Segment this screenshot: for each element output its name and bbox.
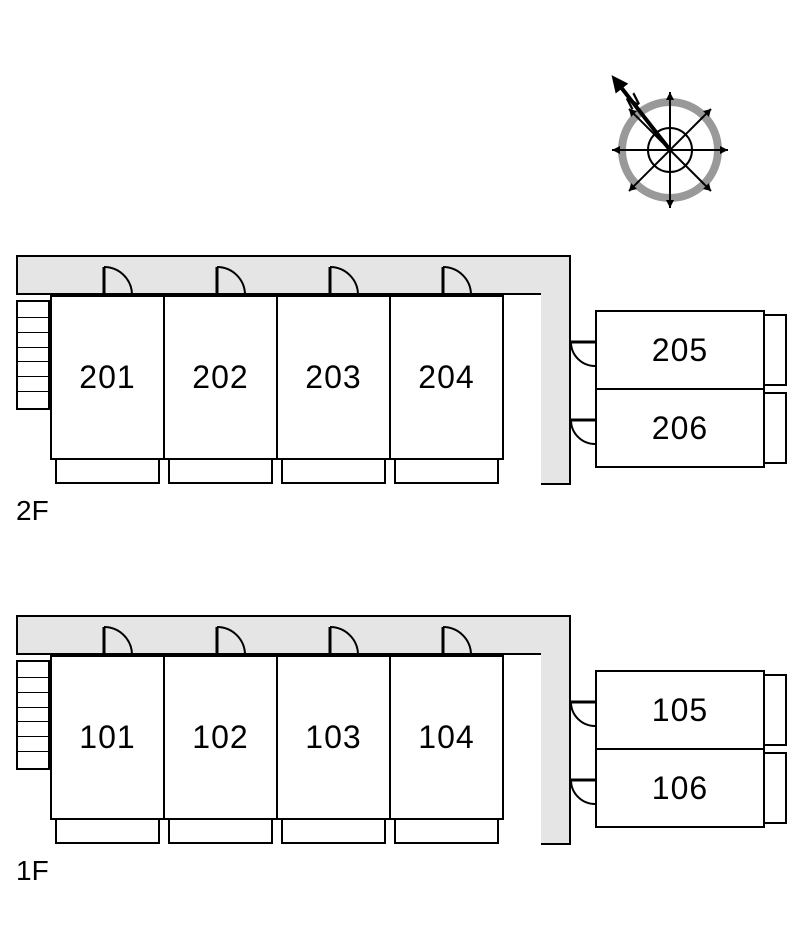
room-label: 102 — [192, 719, 248, 756]
room-204: 204 — [389, 295, 504, 460]
room-label: 205 — [652, 332, 708, 369]
room-102: 102 — [163, 655, 278, 820]
door-icon — [439, 258, 479, 296]
balcony — [763, 314, 787, 386]
balcony — [55, 458, 160, 484]
room-label: 105 — [652, 692, 708, 729]
room-103: 103 — [276, 655, 391, 820]
room-label: 106 — [652, 770, 708, 807]
room-206: 206 — [595, 388, 765, 468]
door-icon — [562, 338, 598, 374]
door-icon — [100, 618, 140, 656]
room-205: 205 — [595, 310, 765, 390]
room-label: 104 — [418, 719, 474, 756]
compass-icon: N — [590, 70, 750, 230]
door-icon — [213, 258, 253, 296]
door-icon — [100, 258, 140, 296]
room-106: 106 — [595, 748, 765, 828]
balcony — [281, 458, 386, 484]
room-label: 203 — [305, 359, 361, 396]
room-label: 103 — [305, 719, 361, 756]
balcony — [763, 674, 787, 746]
balcony — [281, 818, 386, 844]
room-101: 101 — [50, 655, 165, 820]
balcony — [763, 392, 787, 464]
door-icon — [439, 618, 479, 656]
room-201: 201 — [50, 295, 165, 460]
balcony — [763, 752, 787, 824]
balcony — [394, 818, 499, 844]
room-105: 105 — [595, 670, 765, 750]
stairs-2f — [16, 300, 50, 410]
balcony — [168, 818, 273, 844]
room-label: 202 — [192, 359, 248, 396]
door-icon — [562, 416, 598, 452]
room-label: 201 — [79, 359, 135, 396]
room-label: 206 — [652, 410, 708, 447]
door-icon — [562, 698, 598, 734]
room-203: 203 — [276, 295, 391, 460]
balcony — [168, 458, 273, 484]
room-label: 101 — [79, 719, 135, 756]
room-104: 104 — [389, 655, 504, 820]
door-icon — [326, 618, 366, 656]
balcony — [55, 818, 160, 844]
door-icon — [213, 618, 253, 656]
floor-label-1f: 1F — [16, 855, 49, 887]
floor-label-2f: 2F — [16, 495, 49, 527]
stairs-1f — [16, 660, 50, 770]
room-label: 204 — [418, 359, 474, 396]
door-icon — [326, 258, 366, 296]
floor-plan-canvas: N 201 202 203 204 — [0, 0, 800, 942]
room-202: 202 — [163, 295, 278, 460]
door-icon — [562, 776, 598, 812]
balcony — [394, 458, 499, 484]
